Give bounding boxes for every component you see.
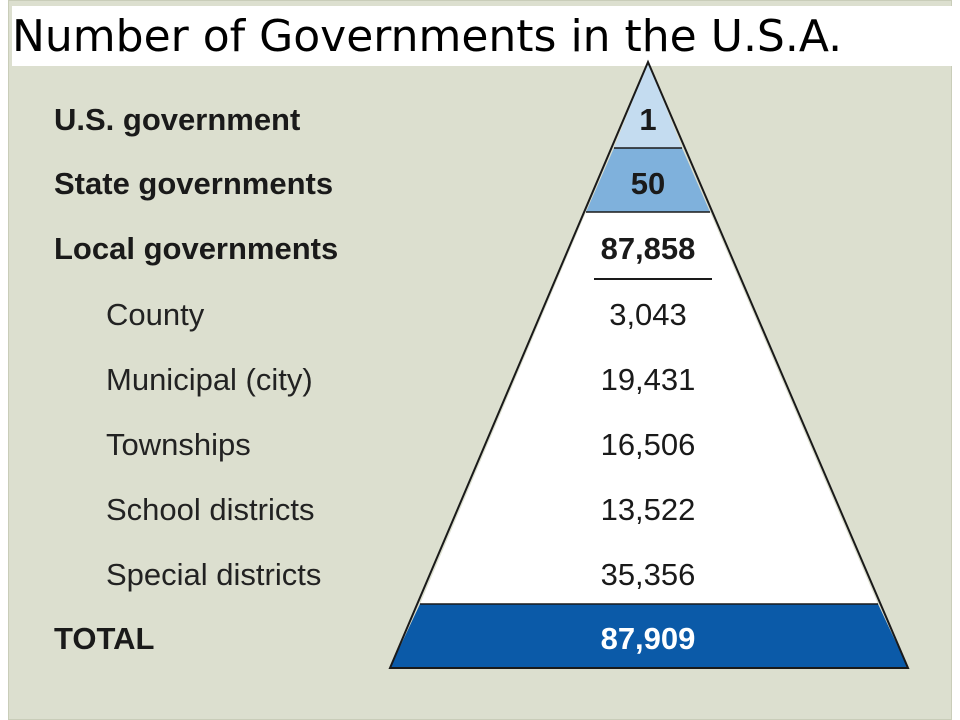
label-county: County — [106, 297, 205, 332]
label-total: TOTAL — [54, 621, 155, 656]
value-state-governments: 50 — [630, 166, 666, 201]
label-state-governments: State governments — [54, 166, 334, 201]
pyramid-tier-state — [586, 148, 710, 212]
pyramid-tier-top — [614, 62, 682, 148]
pyramid-outline — [388, 59, 910, 669]
value-total: 87,909 — [600, 621, 696, 656]
page-title: Number of Governments in the U.S.A. — [12, 6, 952, 66]
label-municipal: Municipal (city) — [106, 362, 313, 397]
label-school-districts: School districts — [106, 492, 315, 527]
value-county: 3,043 — [609, 297, 687, 332]
value-school-districts: 13,522 — [600, 492, 696, 527]
label-townships: Townships — [106, 427, 251, 462]
value-municipal: 19,431 — [600, 362, 696, 397]
pyramid-tier-local — [420, 212, 878, 604]
value-special-districts: 35,356 — [600, 557, 696, 592]
value-local-governments: 87,858 — [600, 231, 696, 266]
pyramid-tier-total — [390, 604, 908, 668]
label-special-districts: Special districts — [106, 557, 322, 592]
label-local-governments: Local governments — [54, 231, 339, 266]
value-us-government: 1 — [639, 102, 657, 137]
label-us-government: U.S. government — [54, 102, 301, 137]
value-townships: 16,506 — [600, 427, 696, 462]
